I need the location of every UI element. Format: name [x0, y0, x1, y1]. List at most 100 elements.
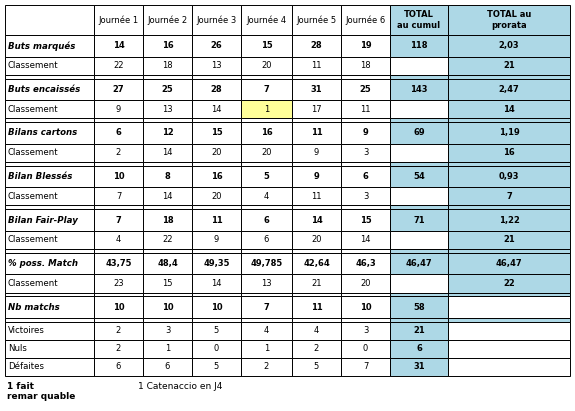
Bar	[390, 118, 448, 122]
Bar	[341, 231, 390, 249]
Text: 2: 2	[116, 148, 121, 157]
Bar	[341, 209, 390, 231]
Text: 14: 14	[211, 105, 222, 114]
Bar	[143, 162, 192, 166]
Text: 21: 21	[413, 326, 425, 335]
Bar	[241, 75, 292, 79]
Bar	[5, 75, 94, 79]
Bar	[341, 162, 390, 166]
Text: 5: 5	[263, 172, 270, 181]
Text: 42,64: 42,64	[303, 259, 330, 268]
Bar	[143, 5, 192, 35]
Bar	[448, 209, 570, 231]
Bar	[94, 187, 143, 206]
Bar	[448, 162, 570, 166]
Bar	[94, 118, 143, 122]
Text: 1: 1	[264, 344, 269, 353]
Bar	[241, 35, 292, 57]
Bar	[192, 144, 241, 162]
Text: 14: 14	[162, 192, 172, 201]
Bar	[341, 166, 390, 187]
Bar	[192, 206, 241, 209]
Bar	[94, 100, 143, 118]
Bar	[143, 253, 192, 275]
Bar	[390, 206, 448, 209]
Text: 49,35: 49,35	[203, 259, 230, 268]
Text: 27: 27	[113, 85, 124, 94]
Bar	[5, 253, 94, 275]
Bar	[390, 57, 448, 75]
Bar	[390, 321, 448, 340]
Bar	[143, 209, 192, 231]
Bar	[192, 296, 241, 318]
Bar	[448, 253, 570, 275]
Bar	[448, 75, 570, 79]
Text: 58: 58	[413, 302, 425, 312]
Text: 21: 21	[311, 279, 322, 288]
Text: 5: 5	[214, 363, 219, 372]
Bar	[390, 144, 448, 162]
Text: 9: 9	[116, 105, 121, 114]
Bar	[94, 296, 143, 318]
Bar	[292, 35, 341, 57]
Text: 10: 10	[113, 172, 124, 181]
Text: 118: 118	[410, 42, 428, 51]
Bar	[241, 358, 292, 376]
Text: 143: 143	[410, 85, 428, 94]
Bar	[143, 75, 192, 79]
Bar	[341, 206, 390, 209]
Bar	[192, 35, 241, 57]
Text: Journée 1: Journée 1	[98, 15, 139, 25]
Bar	[241, 79, 292, 100]
Text: Nb matchs: Nb matchs	[8, 302, 60, 312]
Text: 15: 15	[162, 279, 172, 288]
Bar	[143, 144, 192, 162]
Bar	[292, 79, 341, 100]
Bar	[192, 293, 241, 296]
Text: 20: 20	[211, 148, 222, 157]
Text: 20: 20	[361, 279, 371, 288]
Text: 2,47: 2,47	[499, 85, 519, 94]
Text: 13: 13	[162, 105, 173, 114]
Bar	[143, 35, 192, 57]
Bar	[341, 275, 390, 293]
Text: 26: 26	[210, 42, 223, 51]
Bar	[448, 122, 570, 144]
Text: 69: 69	[413, 129, 425, 137]
Text: 10: 10	[360, 302, 371, 312]
Bar	[94, 209, 143, 231]
Bar	[5, 275, 94, 293]
Text: Journée 6: Journée 6	[346, 15, 386, 25]
Text: 1: 1	[264, 105, 269, 114]
Bar	[94, 321, 143, 340]
Bar	[94, 358, 143, 376]
Bar	[241, 275, 292, 293]
Bar	[292, 118, 341, 122]
Bar	[192, 340, 241, 358]
Text: 21: 21	[503, 61, 515, 70]
Text: 9: 9	[314, 148, 319, 157]
Bar	[241, 209, 292, 231]
Bar	[390, 209, 448, 231]
Bar	[341, 100, 390, 118]
Text: 3: 3	[363, 148, 368, 157]
Text: 48,4: 48,4	[157, 259, 178, 268]
Bar	[192, 118, 241, 122]
Bar	[341, 5, 390, 35]
Bar	[5, 122, 94, 144]
Bar	[192, 57, 241, 75]
Bar	[292, 318, 341, 321]
Bar	[5, 321, 94, 340]
Text: 6: 6	[165, 363, 170, 372]
Bar	[94, 231, 143, 249]
Bar	[143, 275, 192, 293]
Text: 2: 2	[264, 363, 269, 372]
Text: 4: 4	[264, 192, 269, 201]
Text: 9: 9	[313, 172, 319, 181]
Text: 3: 3	[363, 192, 368, 201]
Text: 0: 0	[363, 344, 368, 353]
Bar	[448, 275, 570, 293]
Bar	[448, 187, 570, 206]
Text: 31: 31	[310, 85, 323, 94]
Text: 19: 19	[360, 42, 371, 51]
